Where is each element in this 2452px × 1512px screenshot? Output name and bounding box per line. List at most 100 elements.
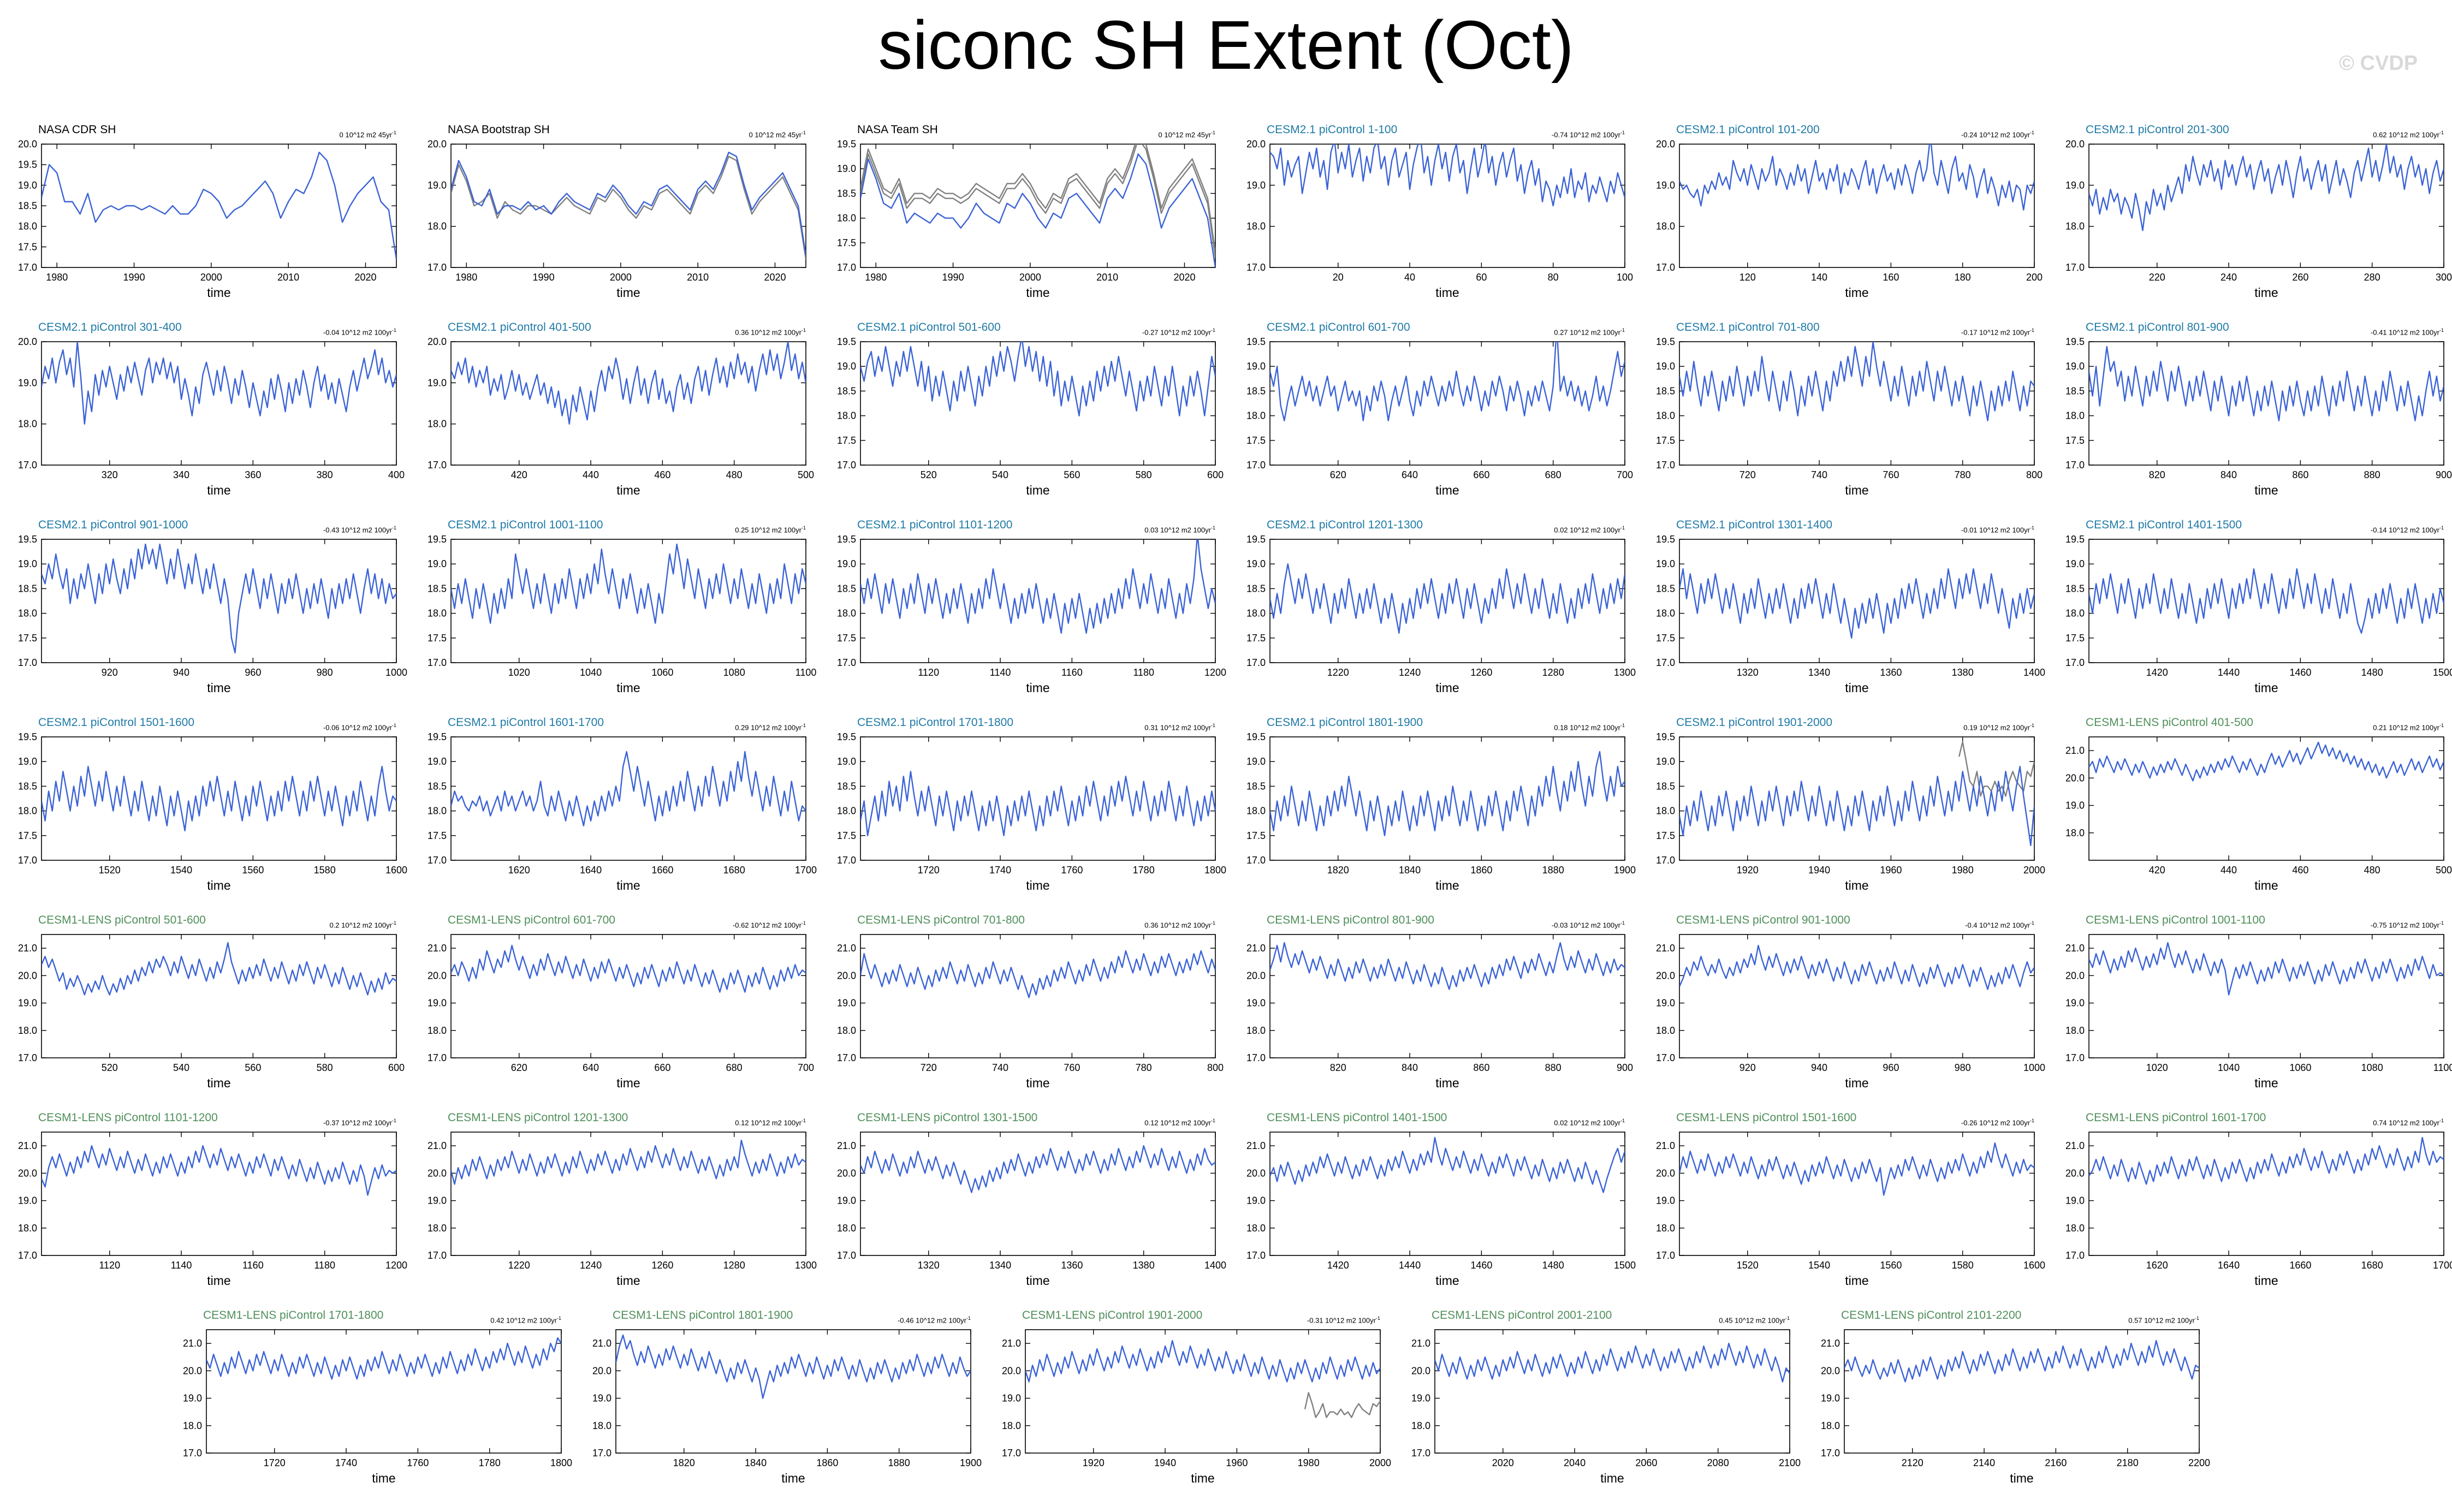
x-axis-label: time (1435, 483, 1459, 497)
x-tick-label: 1560 (242, 865, 264, 876)
x-tick-label: 120 (1739, 272, 1756, 283)
x-tick-label: 680 (726, 1062, 743, 1073)
x-tick-label: 840 (2221, 469, 2237, 480)
plot-frame (450, 144, 806, 268)
series-line (860, 153, 1215, 267)
x-tick-label: 1760 (407, 1457, 429, 1468)
plot-frame (1679, 341, 2035, 466)
x-axis-label: time (2254, 285, 2278, 300)
panel-plot: 17.0 18.0 19.0 20.0 21.0 520 540 560 580 600 time (18, 934, 405, 1090)
y-tick-label: 18.5 (1656, 781, 1675, 791)
y-tick-label: 20.0 (2065, 1168, 2085, 1178)
x-tick-label: 2160 (2045, 1457, 2067, 1468)
y-tick-label: 18.0 (18, 1223, 37, 1234)
trend-value: -0.17 10^12 m2 100yr (1961, 328, 2030, 337)
plot-frame (860, 341, 1216, 466)
y-tick-label: 19.0 (1656, 558, 1675, 569)
series-line (1679, 1142, 2034, 1196)
chart-panel: CESM1-LENS piControl 1401-1500 0.02 10^12… (1238, 1103, 1636, 1297)
y-tick-label: 20.0 (1656, 1168, 1675, 1178)
x-axis-label: time (2254, 1273, 2278, 1288)
y-tick-label: 17.0 (1246, 262, 1266, 273)
plot-frame (2088, 934, 2444, 1058)
series-line (41, 342, 396, 425)
panel-plot: 17.0 17.5 18.0 18.5 19.0 19.5 620 640 660 680 700 t… (1246, 336, 1633, 497)
chart-panel: CESM1-LENS piControl 501-600 0.2 10^12 m2… (10, 905, 405, 1099)
y-tick-label: 21.0 (1002, 1338, 1021, 1349)
trend-value: -0.75 10^12 m2 100yr (2370, 921, 2439, 930)
panel-title: CESM2.1 piControl 1201-1300 (1267, 519, 1423, 531)
chart-panel: CESM2.1 piControl 501-600 -0.27 10^12 m2 … (829, 312, 1224, 507)
chart-panel: CESM2.1 piControl 201-300 0.62 10^12 m2 1… (2057, 115, 2452, 309)
y-tick-label: 20.0 (2065, 970, 2085, 981)
x-axis-label: time (616, 483, 640, 497)
trend-value: 0.36 10^12 m2 100yr (735, 328, 801, 337)
panel-title: CESM1-LENS piControl 1901-2000 (1022, 1309, 1203, 1321)
x-tick-label: 1460 (1470, 1260, 1492, 1271)
series-line (1270, 1136, 1625, 1193)
plot-frame (1269, 144, 1625, 268)
panel-title: CESM2.1 piControl 801-900 (2086, 321, 2229, 334)
panel-trend-label: 0.45 10^12 m2 100yr-1 (1719, 1313, 1790, 1325)
y-tick-label: 18.0 (2065, 410, 2085, 421)
plot-frame (1679, 934, 2035, 1058)
page-title: siconc SH Extent (Oct) (878, 7, 1574, 84)
trend-value: 0.42 10^12 m2 100yr (490, 1316, 557, 1325)
y-tick-label: 19.0 (1246, 558, 1266, 569)
panel-trend-label: 0.36 10^12 m2 100yr-1 (735, 325, 806, 337)
y-tick-label: 19.0 (428, 377, 447, 388)
y-tick-label: 17.0 (428, 460, 447, 471)
chart-panel: CESM1-LENS piControl 1601-1700 0.74 10^12… (2057, 1103, 2452, 1297)
panel-trend-label: 0.31 10^12 m2 100yr-1 (1144, 721, 1215, 733)
panel-plot: 17.0 18.0 19.0 20.0 21.0 620 640 660 680 700 time (428, 934, 814, 1090)
panel-trend-label: -0.04 10^12 m2 100yr-1 (323, 325, 396, 337)
x-tick-label: 820 (2149, 469, 2165, 480)
trend-value: -0.41 10^12 m2 100yr (2370, 328, 2439, 337)
x-tick-label: 860 (1473, 1062, 1489, 1073)
y-tick-label: 19.0 (1656, 1195, 1675, 1206)
y-tick-label: 19.5 (837, 731, 856, 742)
chart-panel: CESM2.1 piControl 1601-1700 0.29 10^12 m2… (419, 707, 817, 902)
x-tick-label: 1200 (1204, 667, 1226, 678)
y-tick-label: 21.0 (2065, 1140, 2085, 1151)
x-tick-label: 800 (2026, 469, 2043, 480)
plot-frame (450, 539, 806, 663)
panel-title: CESM1-LENS piControl 1701-1800 (203, 1309, 384, 1321)
y-tick-label: 20.0 (428, 139, 447, 150)
y-tick-label: 17.0 (428, 1250, 447, 1261)
y-tick-label: 19.5 (837, 534, 856, 545)
panel-plot: 17.0 18.0 19.0 20.0 420 440 460 480 500 time (428, 336, 814, 497)
x-tick-label: 1620 (508, 865, 530, 876)
series-line (1025, 1340, 1380, 1383)
panel-plot: 17.0 17.5 18.0 18.5 19.0 19.5 1520 1540 1560 1580… (18, 731, 407, 892)
x-tick-label: 1740 (335, 1457, 357, 1468)
y-tick-label: 17.5 (1656, 633, 1675, 644)
observed-series-line (451, 156, 806, 260)
x-tick-label: 2140 (1973, 1457, 1995, 1468)
x-tick-label: 1380 (1133, 1260, 1155, 1271)
chart-panel: CESM1-LENS piControl 801-900 -0.03 10^12 … (1238, 905, 1633, 1099)
panel-title: CESM2.1 piControl 1501-1600 (38, 716, 195, 729)
panel-title: CESM2.1 piControl 201-300 (2086, 123, 2229, 136)
watermark: © CVDP (2339, 52, 2418, 75)
y-tick-label: 18.0 (837, 213, 856, 224)
plot-frame (206, 1329, 562, 1454)
panel-plot: 17.0 18.0 19.0 20.0 21.0 1420 1440 1460 1480 1500… (1246, 1132, 1636, 1288)
x-tick-label: 1680 (723, 865, 745, 876)
y-tick-label: 21.0 (1411, 1338, 1430, 1349)
x-tick-label: 2010 (687, 272, 709, 283)
trend-value: 0.45 10^12 m2 100yr (1719, 1316, 1785, 1325)
y-tick-label: 19.0 (1656, 180, 1675, 191)
x-tick-label: 1800 (1204, 865, 1226, 876)
y-tick-label: 17.5 (428, 633, 447, 644)
trend-exponent: -1 (391, 1118, 396, 1123)
x-tick-label: 1020 (2146, 1062, 2168, 1073)
y-tick-label: 17.0 (837, 855, 856, 866)
x-tick-label: 500 (2436, 865, 2452, 876)
y-tick-label: 18.5 (1656, 385, 1675, 396)
x-tick-label: 1460 (2289, 667, 2311, 678)
x-tick-label: 100 (1617, 272, 1633, 283)
y-tick-label: 19.0 (1246, 361, 1266, 372)
y-tick-label: 20.0 (18, 139, 37, 150)
x-tick-label: 600 (1207, 469, 1224, 480)
